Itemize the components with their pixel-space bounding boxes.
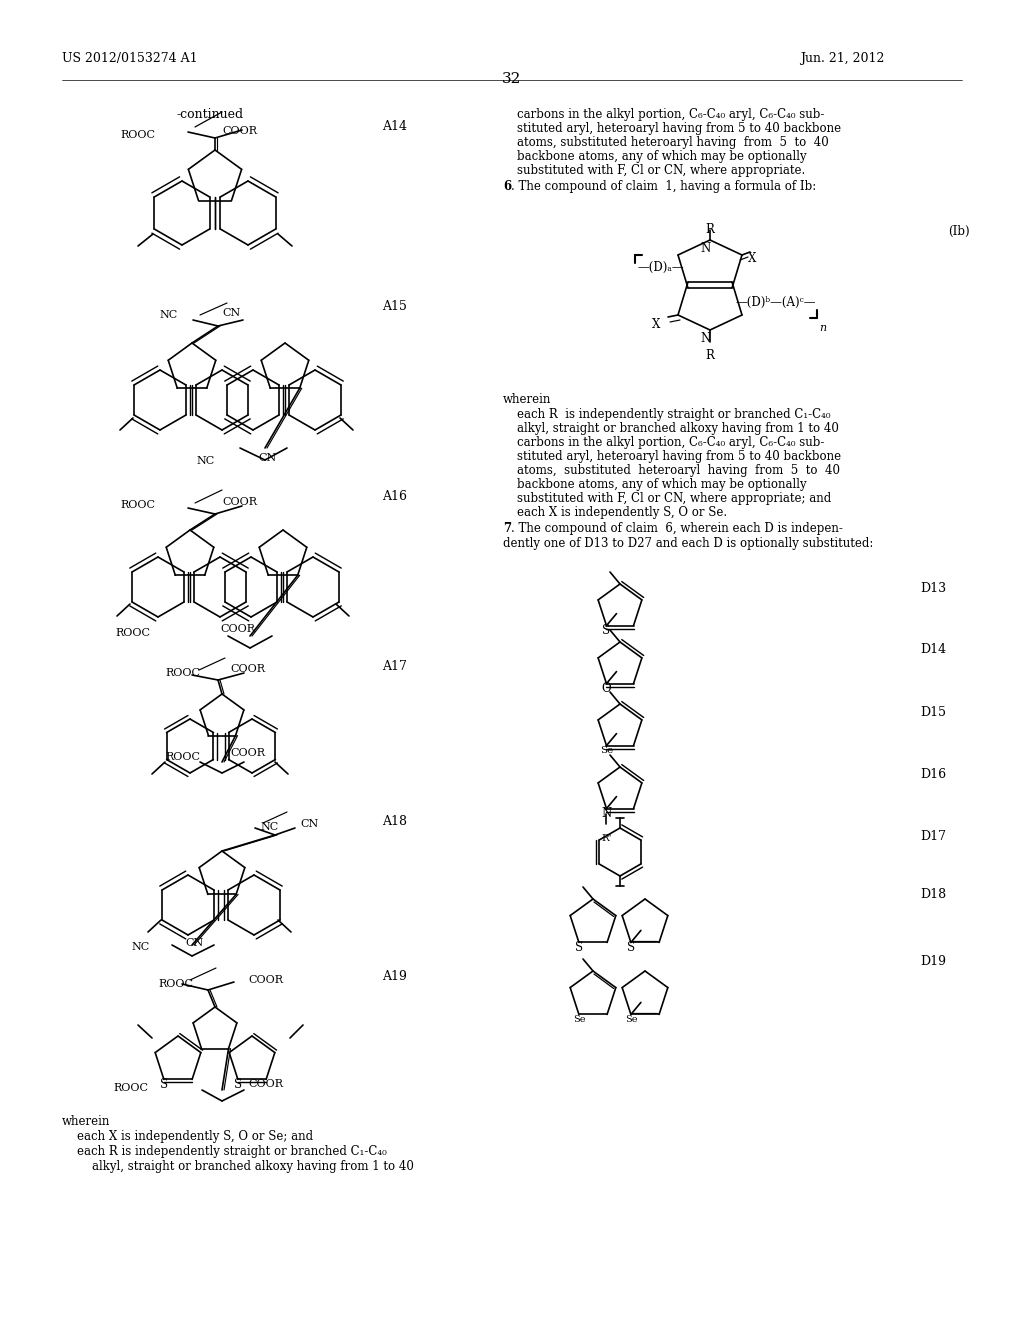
- Text: COOR: COOR: [230, 664, 265, 675]
- Text: dently one of D13 to D27 and each D is optionally substituted:: dently one of D13 to D27 and each D is o…: [503, 537, 873, 550]
- Text: carbons in the alkyl portion, C₆-C₄₀ aryl, C₆-C₄₀ sub-: carbons in the alkyl portion, C₆-C₄₀ ary…: [517, 436, 824, 449]
- Text: S: S: [602, 624, 610, 638]
- Text: D18: D18: [920, 888, 946, 902]
- Text: S: S: [574, 941, 583, 954]
- Text: Se: Se: [600, 746, 613, 755]
- Text: ROOC: ROOC: [115, 628, 150, 638]
- Text: A14: A14: [382, 120, 407, 133]
- Text: ROOC: ROOC: [113, 1082, 148, 1093]
- Text: S: S: [627, 941, 635, 954]
- Text: CN: CN: [185, 939, 203, 948]
- Text: ROOC: ROOC: [165, 752, 200, 762]
- Text: . The compound of claim  1, having a formula of Ib:: . The compound of claim 1, having a form…: [511, 180, 816, 193]
- Text: X: X: [651, 318, 660, 331]
- Text: A18: A18: [382, 814, 407, 828]
- Text: backbone atoms, any of which may be optionally: backbone atoms, any of which may be opti…: [517, 150, 807, 162]
- Text: ROOC: ROOC: [120, 129, 155, 140]
- Text: —(D)ₐ—: —(D)ₐ—: [637, 261, 684, 275]
- Text: NC: NC: [160, 310, 178, 319]
- Text: alkyl, straight or branched alkoxy having from 1 to 40: alkyl, straight or branched alkoxy havin…: [62, 1160, 414, 1173]
- Text: A15: A15: [382, 300, 407, 313]
- Text: atoms,  substituted  heteroaryl  having  from  5  to  40: atoms, substituted heteroaryl having fro…: [517, 465, 840, 477]
- Text: COOR: COOR: [230, 748, 265, 758]
- Text: R: R: [706, 348, 715, 362]
- Text: N: N: [700, 333, 711, 345]
- Text: n: n: [819, 323, 826, 333]
- Text: each R is independently straight or branched C₁-C₄₀: each R is independently straight or bran…: [62, 1144, 387, 1158]
- Text: backbone atoms, any of which may be optionally: backbone atoms, any of which may be opti…: [517, 478, 807, 491]
- Text: -continued: -continued: [176, 108, 244, 121]
- Text: (Ib): (Ib): [948, 224, 970, 238]
- Text: A17: A17: [382, 660, 407, 673]
- Text: wherein: wherein: [503, 393, 551, 407]
- Text: COOR: COOR: [248, 1078, 283, 1089]
- Text: NC: NC: [132, 942, 150, 952]
- Text: N: N: [700, 242, 711, 255]
- Text: ROOC: ROOC: [158, 979, 193, 989]
- Text: US 2012/0153274 A1: US 2012/0153274 A1: [62, 51, 198, 65]
- Text: stituted aryl, heteroaryl having from 5 to 40 backbone: stituted aryl, heteroaryl having from 5 …: [517, 121, 841, 135]
- Text: each R  is independently straight or branched C₁-C₄₀: each R is independently straight or bran…: [517, 408, 830, 421]
- Text: . The compound of claim  6, wherein each D is indepen-: . The compound of claim 6, wherein each …: [511, 521, 843, 535]
- Text: substituted with F, Cl or CN, where appropriate; and: substituted with F, Cl or CN, where appr…: [517, 492, 831, 506]
- Text: 32: 32: [503, 73, 521, 86]
- Text: wherein: wherein: [62, 1115, 111, 1129]
- Text: D17: D17: [920, 830, 946, 843]
- Text: S: S: [160, 1078, 168, 1090]
- Text: D16: D16: [920, 768, 946, 781]
- Text: D15: D15: [920, 706, 946, 719]
- Text: alkyl, straight or branched alkoxy having from 1 to 40: alkyl, straight or branched alkoxy havin…: [517, 422, 839, 436]
- Text: A19: A19: [382, 970, 407, 983]
- Text: 7: 7: [503, 521, 511, 535]
- Text: Se: Se: [572, 1015, 585, 1024]
- Text: carbons in the alkyl portion, C₆-C₄₀ aryl, C₆-C₄₀ sub-: carbons in the alkyl portion, C₆-C₄₀ ary…: [517, 108, 824, 121]
- Text: A16: A16: [382, 490, 407, 503]
- Text: ROOC: ROOC: [165, 668, 200, 678]
- Text: S: S: [233, 1078, 242, 1090]
- Text: COOR: COOR: [248, 975, 283, 985]
- Text: Se: Se: [625, 1015, 637, 1024]
- Text: atoms, substituted heteroaryl having  from  5  to  40: atoms, substituted heteroaryl having fro…: [517, 136, 828, 149]
- Text: stituted aryl, heteroaryl having from 5 to 40 backbone: stituted aryl, heteroaryl having from 5 …: [517, 450, 841, 463]
- Text: substituted with F, Cl or CN, where appropriate.: substituted with F, Cl or CN, where appr…: [517, 164, 805, 177]
- Text: COOR: COOR: [222, 498, 257, 507]
- Text: Jun. 21, 2012: Jun. 21, 2012: [800, 51, 885, 65]
- Text: D13: D13: [920, 582, 946, 595]
- Text: COOR: COOR: [220, 624, 255, 634]
- Text: D14: D14: [920, 643, 946, 656]
- Text: R: R: [706, 223, 715, 236]
- Text: CN: CN: [258, 453, 276, 463]
- Text: N: N: [601, 807, 611, 820]
- Text: 6: 6: [503, 180, 511, 193]
- Text: R': R': [601, 834, 611, 842]
- Text: O: O: [602, 682, 611, 696]
- Text: X: X: [748, 252, 757, 265]
- Text: CN: CN: [300, 818, 318, 829]
- Text: each X is independently S, O or Se; and: each X is independently S, O or Se; and: [62, 1130, 313, 1143]
- Text: ROOC: ROOC: [120, 500, 155, 510]
- Text: COOR: COOR: [222, 125, 257, 136]
- Text: —(D)ᵇ—(A)ᶜ—: —(D)ᵇ—(A)ᶜ—: [735, 296, 815, 309]
- Text: CN: CN: [222, 308, 241, 318]
- Text: D19: D19: [920, 954, 946, 968]
- Text: NC: NC: [197, 455, 215, 466]
- Text: NC: NC: [260, 822, 279, 832]
- Text: each X is independently S, O or Se.: each X is independently S, O or Se.: [517, 506, 727, 519]
